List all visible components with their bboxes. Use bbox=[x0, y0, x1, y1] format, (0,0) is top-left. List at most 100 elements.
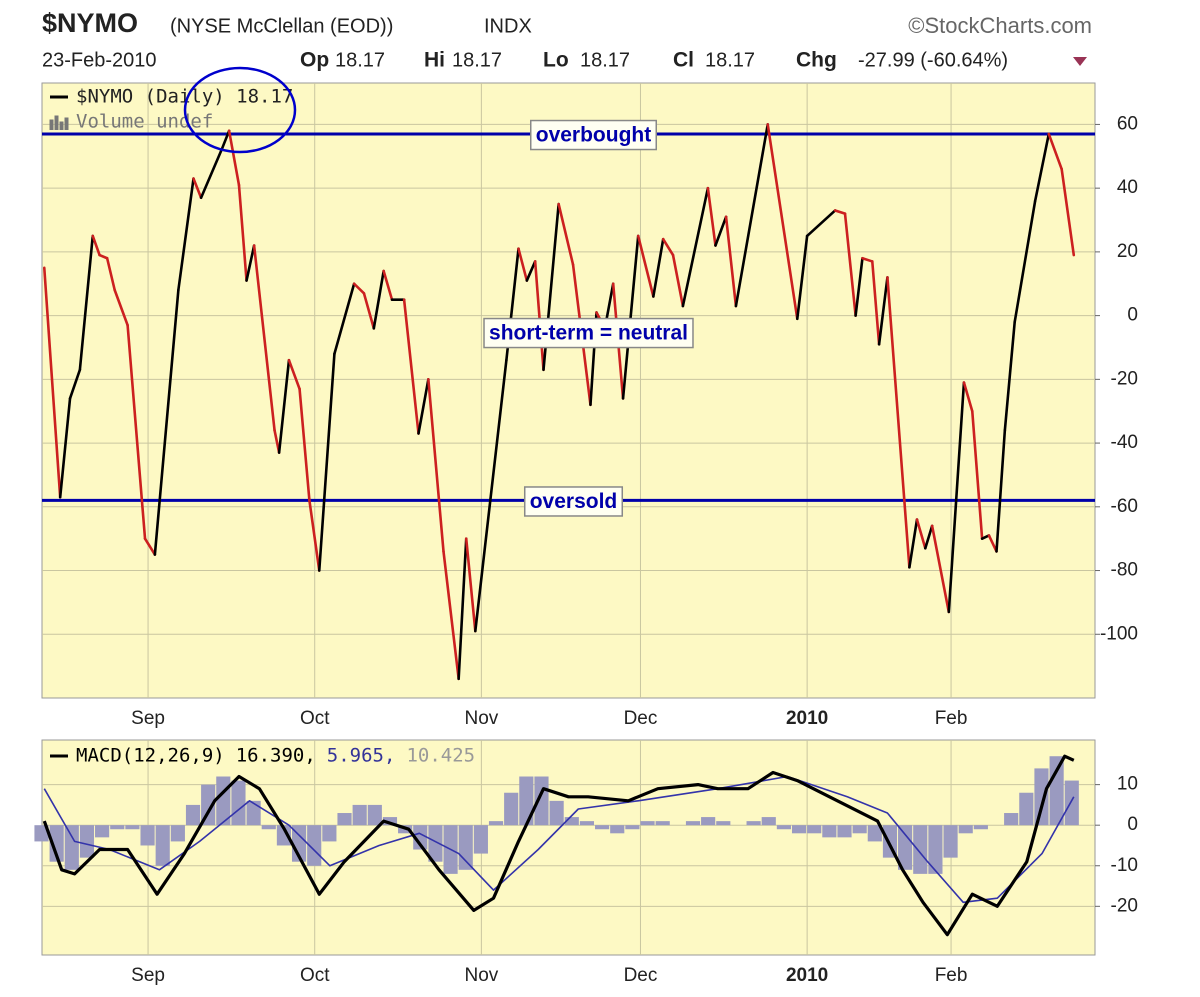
y-tick-label: -40 bbox=[1111, 432, 1138, 453]
y-tick-label: -80 bbox=[1111, 560, 1138, 581]
x-tick-label: Dec bbox=[624, 965, 658, 986]
x-tick-label: Sep bbox=[131, 708, 165, 729]
line-segment bbox=[854, 256, 864, 317]
histogram-bar bbox=[746, 821, 761, 826]
low-label: Lo bbox=[543, 49, 569, 72]
exchange: INDX bbox=[484, 15, 532, 37]
histogram-bar bbox=[625, 825, 640, 830]
histogram-bar bbox=[852, 825, 867, 834]
y-tick-label: -60 bbox=[1111, 496, 1138, 517]
histogram-bar bbox=[1019, 792, 1034, 826]
x-tick-label: Sep bbox=[131, 965, 165, 986]
y-tick-label: -100 bbox=[1100, 623, 1138, 644]
y-tick-label: 0 bbox=[1127, 305, 1138, 326]
line-segment bbox=[621, 234, 640, 400]
histogram-bar bbox=[367, 804, 382, 826]
annotation-box bbox=[483, 317, 694, 349]
line-segment bbox=[517, 247, 529, 282]
close-label: Cl bbox=[673, 49, 694, 72]
line-segment bbox=[245, 244, 256, 282]
histogram-bar bbox=[822, 825, 837, 838]
legend: 16.390, bbox=[236, 745, 316, 767]
line-segment bbox=[661, 237, 675, 257]
histogram-bar bbox=[761, 817, 776, 826]
line-segment bbox=[237, 183, 248, 282]
histogram-bar bbox=[428, 825, 443, 862]
line-segment bbox=[192, 177, 203, 200]
line-segment bbox=[1060, 167, 1076, 257]
line-segment bbox=[333, 282, 356, 356]
line-segment bbox=[795, 234, 809, 321]
histogram-bar bbox=[64, 825, 79, 870]
line-segment bbox=[68, 368, 82, 400]
plot-area bbox=[41, 82, 1096, 699]
y-tick-label: 60 bbox=[1117, 113, 1138, 134]
line-segment bbox=[402, 298, 420, 435]
histogram-bar bbox=[95, 825, 110, 838]
line-segment bbox=[877, 276, 889, 346]
line-segment bbox=[382, 269, 394, 301]
histogram-bar bbox=[898, 825, 913, 870]
histogram-bar bbox=[473, 825, 488, 854]
line-segment bbox=[91, 234, 101, 257]
histogram-bar bbox=[640, 821, 655, 826]
histogram-bar bbox=[155, 825, 170, 866]
line-segment bbox=[915, 518, 927, 550]
histogram-bar bbox=[488, 821, 504, 826]
line-segment bbox=[427, 378, 445, 553]
line-segment bbox=[113, 288, 129, 327]
line-segment bbox=[833, 209, 847, 215]
x-tick-label: Nov bbox=[464, 965, 498, 986]
histogram-bar bbox=[973, 825, 988, 830]
line-segment bbox=[442, 550, 460, 681]
line-segment bbox=[962, 381, 974, 413]
line-segment bbox=[417, 378, 430, 435]
histogram-bar bbox=[246, 800, 261, 826]
open-label: Op bbox=[300, 49, 329, 72]
x-tick-label: Oct bbox=[300, 708, 330, 729]
change-label: Chg bbox=[796, 49, 837, 72]
line-segment bbox=[724, 215, 738, 308]
macd-line bbox=[43, 775, 1075, 904]
histogram-bar bbox=[276, 825, 291, 846]
histogram-bar bbox=[201, 784, 216, 826]
line-segment bbox=[1003, 320, 1016, 432]
histogram-bar bbox=[776, 825, 791, 830]
histogram-bar bbox=[110, 825, 125, 830]
line-segment bbox=[766, 123, 799, 321]
histogram-bar bbox=[701, 817, 716, 826]
line-segment bbox=[362, 292, 376, 330]
line-segment bbox=[143, 537, 157, 556]
close: 18.17 bbox=[705, 49, 755, 71]
legend: $NYMO (Daily) 18.17 bbox=[76, 86, 293, 108]
histogram-bar bbox=[352, 804, 367, 826]
histogram-bar bbox=[170, 825, 185, 842]
line-segment bbox=[970, 409, 984, 540]
histogram-bar bbox=[322, 825, 337, 842]
line-segment bbox=[317, 352, 336, 572]
y-tick-label: 40 bbox=[1117, 177, 1138, 198]
line-segment bbox=[153, 288, 180, 556]
line-segment bbox=[177, 177, 195, 292]
x-tick-label: 2010 bbox=[786, 708, 828, 729]
histogram-bar bbox=[140, 825, 155, 846]
low: 18.17 bbox=[580, 49, 630, 71]
y-tick-label: -20 bbox=[1111, 368, 1138, 389]
line-segment bbox=[843, 212, 857, 317]
line-segment bbox=[636, 234, 655, 298]
histogram-bar bbox=[307, 825, 322, 866]
annotation-box bbox=[523, 486, 624, 517]
histogram-bar bbox=[519, 776, 534, 826]
line-segment bbox=[464, 537, 477, 633]
histogram-bar bbox=[549, 800, 564, 826]
histogram-bar bbox=[807, 825, 822, 834]
x-tick-label: Dec bbox=[624, 708, 658, 729]
histogram-bar bbox=[913, 825, 928, 874]
y-tick-label: 20 bbox=[1117, 241, 1138, 262]
line-segment bbox=[252, 244, 276, 432]
line-segment bbox=[1047, 132, 1063, 171]
annotation-box bbox=[530, 119, 657, 151]
line-segment bbox=[987, 534, 998, 553]
line-segment bbox=[105, 256, 117, 292]
histogram-bar bbox=[185, 804, 201, 826]
